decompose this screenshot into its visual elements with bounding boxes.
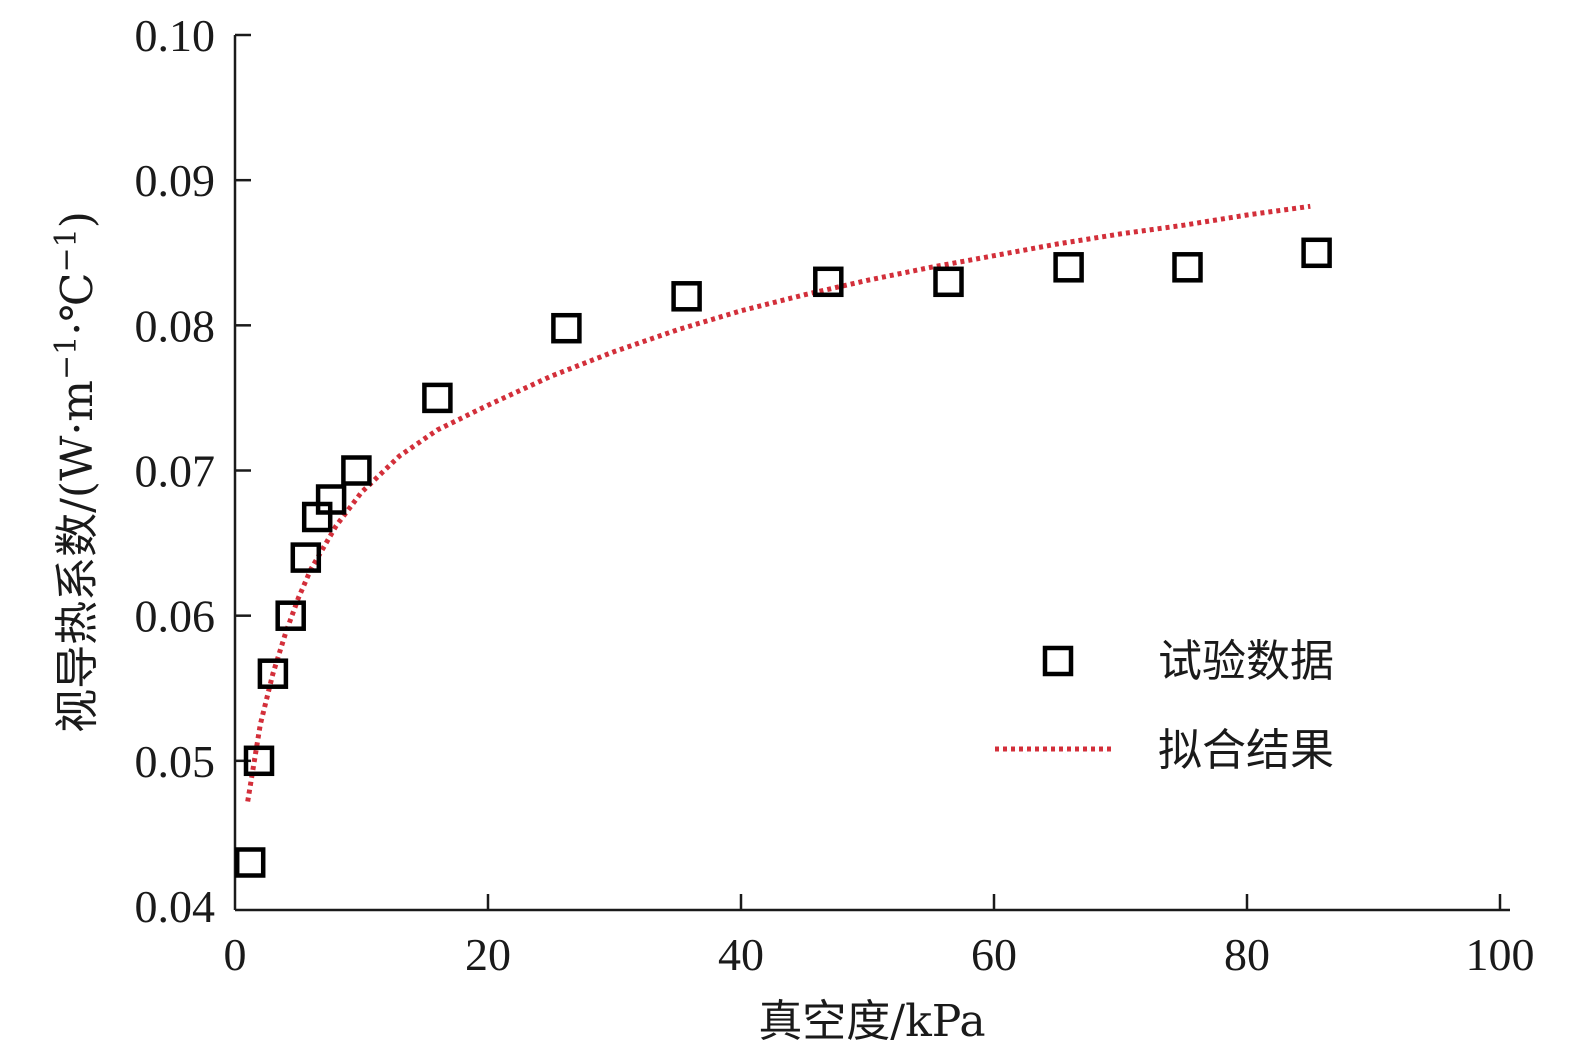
data-point-marker bbox=[933, 266, 964, 298]
x-tick-label: 80 bbox=[1224, 929, 1270, 980]
y-tick-label: 0.08 bbox=[135, 300, 216, 351]
y-tick-label: 0.05 bbox=[135, 736, 216, 787]
legend-label-fit-result: 拟合结果 bbox=[1158, 725, 1334, 776]
y-tick-label: 0.04 bbox=[135, 881, 216, 932]
x-tick-label: 60 bbox=[971, 929, 1017, 980]
data-point-marker bbox=[1053, 252, 1084, 283]
plot-area bbox=[234, 203, 1332, 878]
x-tick-label: 0 bbox=[224, 929, 247, 980]
y-axis-title-main: 视导热系数/(W·m bbox=[52, 380, 103, 733]
data-point-marker bbox=[257, 658, 289, 689]
data-point-marker bbox=[243, 745, 275, 777]
x-tick-label: 100 bbox=[1466, 929, 1535, 980]
x-tick-label: 20 bbox=[465, 929, 511, 980]
y-tick-label: 0.10 bbox=[135, 10, 216, 61]
y-tick-label: 0.09 bbox=[135, 155, 216, 206]
legend: 试验数据 拟合结果 bbox=[995, 636, 1334, 776]
data-point-marker bbox=[1301, 237, 1332, 269]
data-point-marker bbox=[341, 455, 372, 486]
y-tick-label: 0.06 bbox=[135, 591, 216, 642]
x-ticks: 0 20 40 60 80 100 bbox=[224, 894, 1535, 980]
data-point-marker bbox=[813, 266, 844, 298]
scatter-markers bbox=[234, 237, 1332, 878]
axes: 0 20 40 60 80 100 0.04 0.05 0.06 0.07 0.08 0.09 0.1… bbox=[135, 10, 1535, 980]
y-axis-title: 视导热系数/(W·m−1·℃−1) bbox=[49, 211, 103, 733]
data-point-marker bbox=[551, 312, 582, 344]
y-axis-title-end: ) bbox=[52, 211, 103, 228]
data-point-marker bbox=[422, 382, 453, 414]
data-point-marker bbox=[234, 847, 266, 878]
legend-label-test-data: 试验数据 bbox=[1158, 636, 1334, 687]
legend-marker-test-data bbox=[1042, 645, 1074, 677]
y-ticks: 0.04 0.05 0.06 0.07 0.08 0.09 0.10 bbox=[135, 10, 251, 932]
data-point-marker bbox=[1172, 252, 1203, 283]
data-point-marker bbox=[275, 600, 306, 631]
fit-line bbox=[245, 203, 1311, 802]
x-tick-label: 40 bbox=[718, 929, 764, 980]
y-axis-title-sup2: −1 bbox=[49, 228, 84, 272]
y-axis-title-mid: ·℃ bbox=[52, 273, 103, 336]
data-point-marker bbox=[671, 281, 702, 312]
y-axis-title-sup1: −1 bbox=[49, 336, 84, 380]
x-axis-title: 真空度/kPa bbox=[758, 996, 985, 1047]
y-tick-label: 0.07 bbox=[135, 446, 216, 497]
data-point-marker bbox=[290, 542, 322, 573]
data-point-marker bbox=[315, 484, 347, 515]
